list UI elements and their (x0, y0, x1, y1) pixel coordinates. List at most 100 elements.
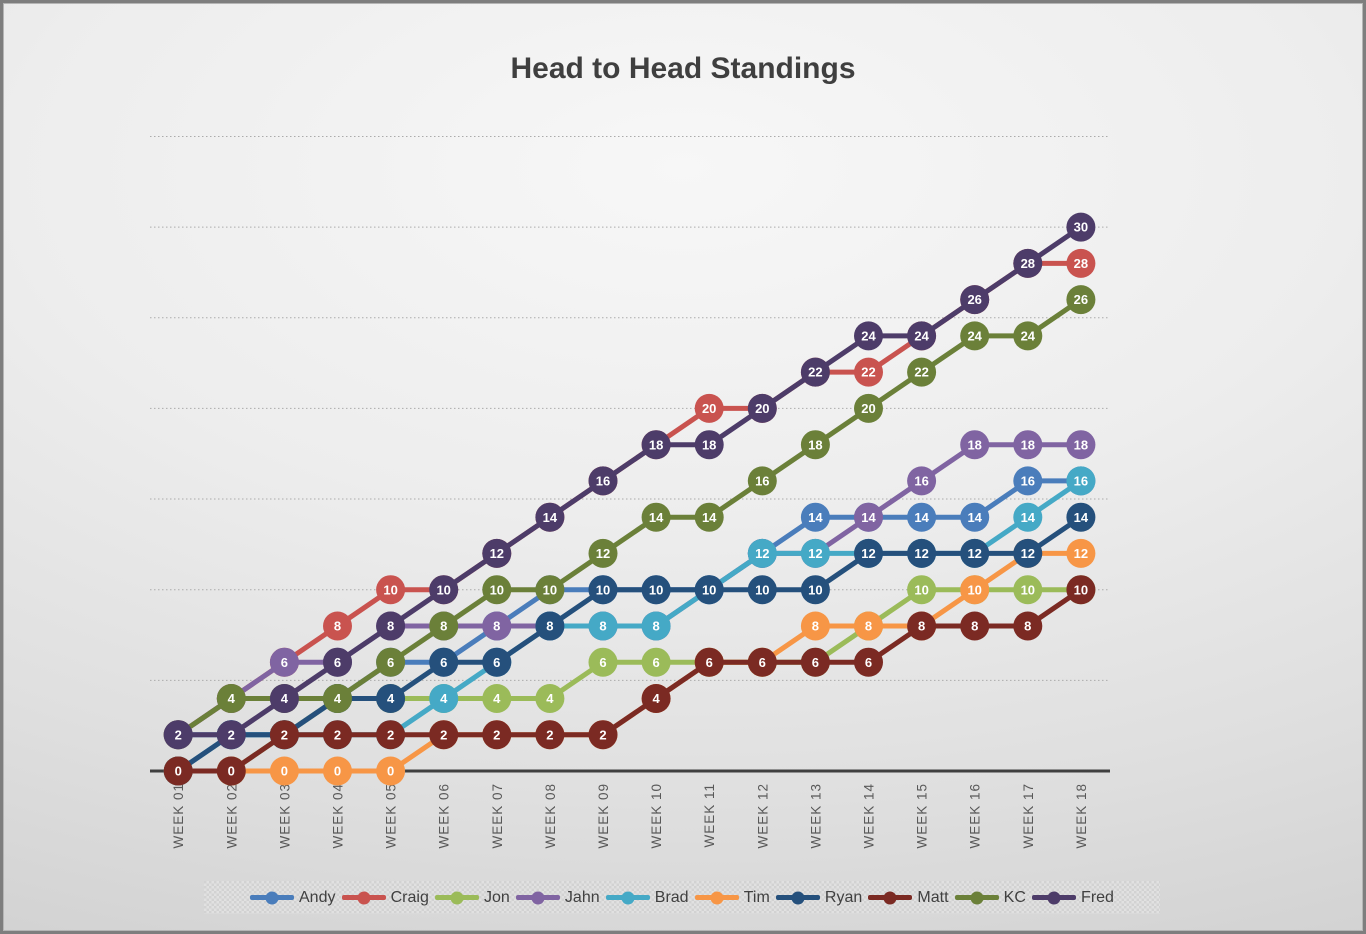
data-point-marker (429, 684, 459, 713)
legend-item-brad[interactable]: Brad (605, 889, 689, 907)
data-point-marker (960, 611, 990, 641)
legend-series-dot-icon (265, 891, 279, 904)
data-point-marker (800, 357, 830, 387)
data-point-marker (269, 647, 299, 677)
legend-item-fred[interactable]: Fred (1032, 889, 1114, 907)
series-ryan: 0 2 2 4 4 6 6 8 10 10 10 10 10 12 12 12 12 14 (163, 502, 1096, 786)
data-point-label: 6 (865, 655, 872, 670)
data-point-label: 24 (967, 329, 982, 344)
data-point-marker (641, 647, 671, 677)
legend-item-kc[interactable]: KC (954, 889, 1026, 907)
data-point-label: 12 (596, 546, 610, 561)
data-point-label: 12 (1074, 546, 1088, 561)
data-point-marker (854, 357, 883, 387)
data-point-marker (482, 538, 512, 568)
data-point-marker (535, 684, 565, 713)
legend-item-andy[interactable]: Andy (250, 889, 335, 907)
data-point-label: 2 (599, 727, 606, 742)
data-point-marker (323, 611, 352, 641)
legend-series-marker-icon (250, 891, 294, 904)
data-point-label: 20 (861, 401, 875, 416)
legend-item-jon[interactable]: Jon (434, 889, 510, 907)
data-point-label: 4 (281, 691, 289, 706)
legend-series-dot-icon (883, 891, 897, 904)
data-point-marker (800, 647, 830, 677)
data-point-label: 24 (1021, 329, 1036, 344)
data-point-label: 12 (490, 546, 504, 561)
data-point-label: 6 (281, 655, 288, 670)
data-point-label: 4 (546, 691, 554, 706)
data-point-label: 12 (861, 546, 875, 561)
data-point-marker (1066, 212, 1096, 242)
data-point-marker (907, 611, 937, 641)
legend-item-tim[interactable]: Tim (694, 889, 770, 907)
data-point-marker (429, 575, 459, 605)
data-point-marker (641, 502, 671, 532)
data-point-label: 2 (546, 727, 553, 742)
data-point-marker (907, 575, 937, 605)
data-point-marker (482, 647, 512, 677)
data-point-marker (960, 430, 990, 460)
legend-series-marker-icon (341, 891, 386, 904)
data-point-marker (1066, 248, 1096, 278)
data-point-label: 14 (808, 510, 823, 525)
data-point-label: 24 (914, 329, 929, 344)
data-point-marker (854, 502, 883, 532)
data-point-label: 28 (1074, 256, 1088, 271)
data-point-marker (694, 430, 724, 460)
legend-item-craig[interactable]: Craig (341, 889, 429, 907)
data-point-label: 10 (436, 582, 450, 597)
legend-series-dot-icon (710, 891, 724, 904)
data-point-label: 20 (702, 401, 716, 416)
x-axis-label: WEEK 17 (1021, 783, 1036, 849)
data-point-marker (429, 647, 459, 677)
data-point-label: 30 (1074, 220, 1088, 235)
data-point-marker (747, 647, 777, 677)
x-axis-label: WEEK 14 (862, 783, 877, 849)
data-point-label: 10 (1074, 582, 1088, 597)
data-point-label: 2 (387, 727, 394, 742)
data-point-marker (588, 720, 618, 750)
data-point-label: 10 (1021, 582, 1035, 597)
legend-item-ryan[interactable]: Ryan (775, 889, 862, 907)
x-axis-label: WEEK 04 (331, 783, 346, 849)
data-point-marker (269, 684, 299, 713)
data-point-label: 16 (914, 474, 928, 489)
data-point-label: 8 (493, 619, 500, 634)
x-axis-label: WEEK 07 (490, 783, 505, 849)
data-point-label: 8 (652, 619, 659, 634)
data-point-marker (376, 684, 406, 713)
x-axis-label: WEEK 02 (224, 783, 239, 849)
data-point-label: 6 (812, 655, 819, 670)
data-point-label: 14 (914, 510, 929, 525)
data-point-label: 8 (387, 619, 394, 634)
data-point-marker (1013, 248, 1043, 278)
data-point-label: 16 (755, 474, 769, 489)
data-point-label: 4 (334, 691, 342, 706)
legend-item-jahn[interactable]: Jahn (515, 889, 600, 907)
data-point-label: 10 (914, 582, 928, 597)
data-point-marker (588, 647, 618, 677)
data-point-label: 12 (755, 546, 769, 561)
data-point-marker (1066, 285, 1096, 315)
data-point-label: 4 (387, 691, 395, 706)
data-point-label: 8 (971, 619, 978, 634)
data-point-marker (376, 611, 406, 641)
legend-series-dot-icon (357, 891, 371, 904)
data-point-marker (323, 647, 352, 677)
data-point-label: 6 (599, 655, 606, 670)
legend-series-dot-icon (970, 891, 984, 904)
data-point-marker (1066, 466, 1096, 496)
data-point-marker (376, 720, 406, 750)
data-point-marker (800, 538, 830, 568)
data-point-label: 14 (1074, 510, 1089, 525)
data-point-marker (907, 357, 937, 387)
data-point-marker (960, 321, 990, 351)
data-point-marker (800, 611, 830, 641)
data-point-marker (747, 466, 777, 496)
data-point-marker (1066, 538, 1096, 568)
legend-item-matt[interactable]: Matt (868, 889, 949, 907)
data-point-label: 18 (702, 437, 716, 452)
data-point-marker (960, 538, 990, 568)
